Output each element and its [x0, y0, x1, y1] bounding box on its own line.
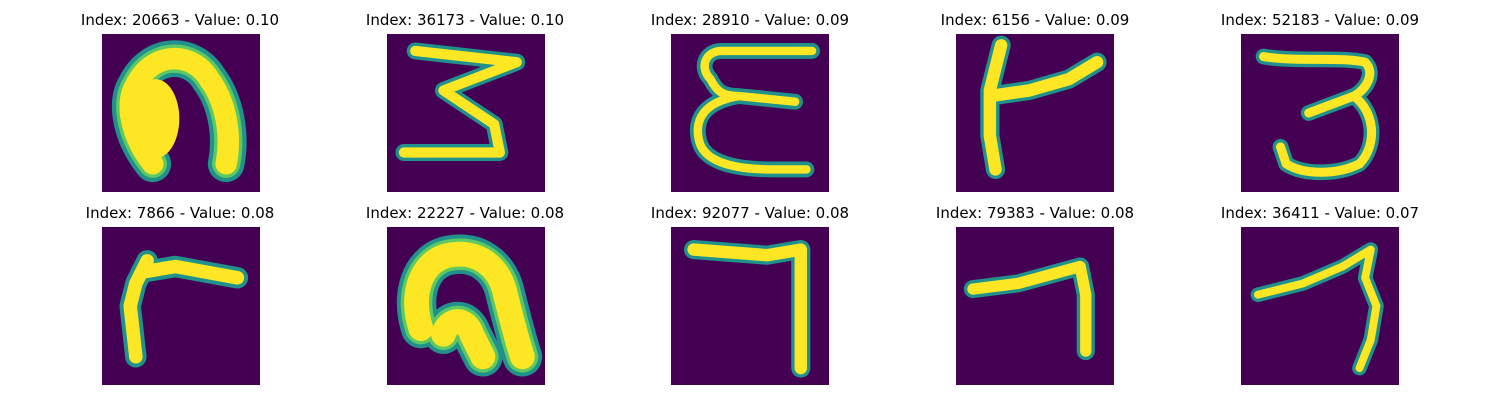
tile-title: Index: 28910 - Value: 0.09	[650, 11, 850, 29]
digit-image	[671, 227, 829, 385]
digit-image	[1241, 34, 1399, 192]
grid-tile: Index: 36173 - Value: 0.10	[335, 0, 635, 194]
grid-tile: Index: 79383 - Value: 0.08	[905, 193, 1205, 387]
digit-image	[387, 227, 545, 385]
grid-tile: Index: 52183 - Value: 0.09	[1190, 0, 1490, 194]
digit-image	[956, 227, 1114, 385]
grid-tile: Index: 28910 - Value: 0.09	[620, 0, 920, 194]
tile-title: Index: 7866 - Value: 0.08	[85, 204, 275, 222]
digit-image	[671, 34, 829, 192]
tile-title: Index: 79383 - Value: 0.08	[935, 204, 1135, 222]
digit-image	[956, 34, 1114, 192]
tile-title: Index: 22227 - Value: 0.08	[365, 204, 565, 222]
grid-tile: Index: 6156 - Value: 0.09	[905, 0, 1205, 194]
digit-image	[387, 34, 545, 192]
grid-tile: Index: 36411 - Value: 0.07	[1190, 193, 1490, 387]
grid-tile: Index: 7866 - Value: 0.08	[50, 193, 350, 387]
tile-title: Index: 20663 - Value: 0.10	[80, 11, 280, 29]
tile-title: Index: 36411 - Value: 0.07	[1220, 204, 1420, 222]
grid-tile: Index: 92077 - Value: 0.08	[620, 193, 920, 387]
tile-title: Index: 6156 - Value: 0.09	[940, 11, 1130, 29]
tile-title: Index: 36173 - Value: 0.10	[365, 11, 565, 29]
grid-tile: Index: 22227 - Value: 0.08	[335, 193, 635, 387]
grid-tile: Index: 20663 - Value: 0.10	[50, 0, 350, 194]
digit-image	[102, 227, 260, 385]
tile-title: Index: 52183 - Value: 0.09	[1220, 11, 1420, 29]
digit-image	[1241, 227, 1399, 385]
digit-image	[102, 34, 260, 192]
tile-title: Index: 92077 - Value: 0.08	[650, 204, 850, 222]
